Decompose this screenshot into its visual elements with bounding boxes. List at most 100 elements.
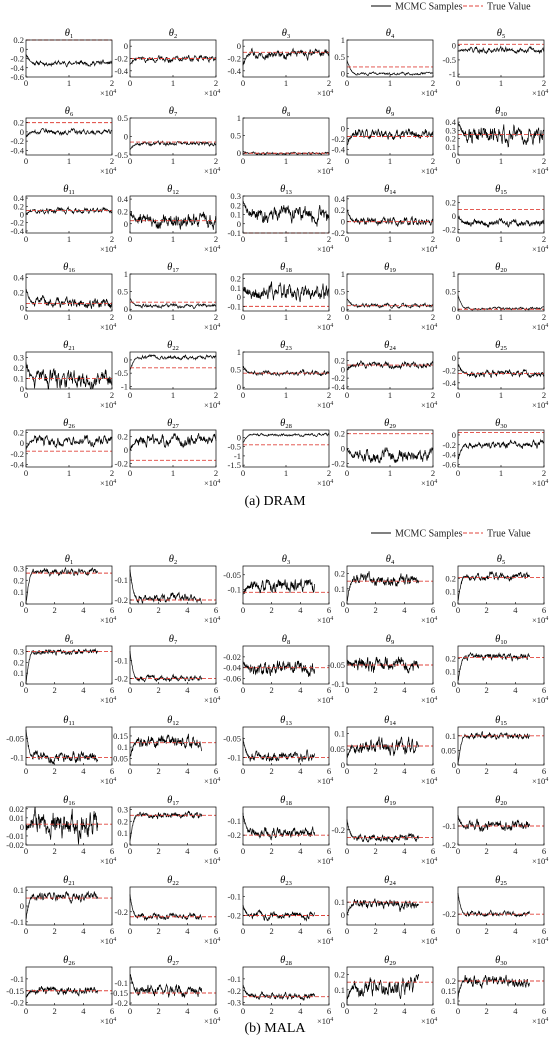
- y-tick-label: -0.1: [11, 974, 24, 984]
- x-tick-label: 2: [53, 685, 57, 695]
- subplot-mala-19: θ19-0.20 2 4 6×104: [332, 795, 438, 866]
- y-tick-label: 0: [341, 910, 345, 920]
- y-tick-label: 1: [341, 35, 345, 45]
- x-multiplier: ×104: [317, 856, 333, 866]
- y-tick-label: 0.2: [117, 432, 128, 442]
- subplot-dram-2: θ2-0.4-0.200 1 2×104: [115, 28, 221, 98]
- x-tick-label: 2: [157, 605, 161, 615]
- x-tick-label: 0: [241, 468, 245, 478]
- y-tick-label: 0.2: [334, 356, 345, 366]
- x-multiplier-exponent: 4: [330, 323, 333, 329]
- x-tick-label: 6: [542, 846, 546, 856]
- y-tick-label: -1: [234, 451, 241, 461]
- y-tick-label: -0.3: [228, 998, 241, 1008]
- subplot-mala-18: θ18-0.2-0.10 2 4 6×104: [228, 795, 334, 866]
- mcmc-trace: [346, 209, 434, 227]
- x-tick-label: 1: [67, 78, 71, 88]
- subplot-title-index: 19: [389, 267, 396, 274]
- caption-a-name: DRAM: [263, 494, 306, 509]
- x-multiplier: ×104: [204, 322, 220, 332]
- x-tick-label: 0: [456, 234, 460, 244]
- subplot-title-index: 7: [174, 111, 178, 118]
- x-tick-label: 2: [157, 846, 161, 856]
- subplot-title: θ4: [386, 554, 395, 566]
- x-multiplier: ×104: [421, 936, 437, 946]
- x-tick-label: 2: [485, 1006, 489, 1016]
- x-tick-label: 0: [24, 605, 28, 615]
- axes-box: [129, 429, 217, 468]
- x-tick-label: 1: [171, 78, 175, 88]
- mcmc-trace: [25, 566, 99, 604]
- y-tick-label: 0.1: [230, 283, 241, 293]
- y-tick-label: 1: [124, 269, 128, 279]
- x-tick-label: 0: [241, 685, 245, 695]
- caption-a-letter: (a): [244, 494, 261, 509]
- subplot-title: θ15: [495, 715, 507, 727]
- x-tick-label: 1: [388, 234, 392, 244]
- y-tick-label: -0.2: [443, 840, 456, 850]
- y-tick-label: 0.1: [13, 587, 24, 597]
- mcmc-trace: [457, 216, 545, 229]
- x-tick-label: 0: [345, 156, 349, 166]
- y-tick-label: 0: [124, 445, 128, 455]
- subplot-title: θ5: [497, 554, 505, 566]
- subplot-title-index: 25: [500, 345, 507, 352]
- axes-box: [346, 726, 434, 766]
- y-tick-label: -0.04: [223, 663, 241, 673]
- x-tick-label: 0: [128, 1006, 132, 1016]
- mcmc-trace: [129, 54, 217, 66]
- x-tick-label: 2: [327, 312, 331, 322]
- subplot-title-index: 26: [68, 960, 75, 967]
- axes-box: [457, 645, 545, 685]
- y-tick-label: 0: [452, 599, 456, 609]
- axes-box: [242, 966, 330, 1006]
- y-tick-label: -0.4: [115, 66, 129, 76]
- axes-box: [346, 806, 434, 846]
- x-multiplier: ×104: [204, 615, 220, 625]
- x-tick-label: 0: [128, 605, 132, 615]
- x-multiplier: ×104: [421, 322, 437, 332]
- x-tick-label: 6: [327, 766, 331, 776]
- x-tick-label: 2: [374, 926, 378, 936]
- mcmc-trace: [25, 205, 113, 215]
- x-multiplier-exponent: 4: [217, 167, 220, 173]
- x-multiplier-exponent: 4: [545, 616, 548, 622]
- y-tick-label: -0.15: [6, 986, 24, 996]
- x-tick-label: 2: [110, 234, 114, 244]
- x-tick-label: 0: [128, 312, 132, 322]
- y-tick-label: 0: [237, 292, 241, 302]
- x-tick-label: 4: [402, 605, 407, 615]
- y-tick-label: 0.1: [13, 373, 24, 383]
- x-multiplier: ×104: [100, 322, 116, 332]
- mcmc-trace: [129, 973, 203, 999]
- subplot-title-index: 2: [174, 33, 177, 40]
- x-multiplier-exponent: 4: [545, 401, 548, 407]
- mcmc-trace: [347, 736, 420, 758]
- axes-box: [346, 429, 434, 468]
- y-tick-label: 0.01: [9, 813, 24, 823]
- y-tick-label: -0.4: [228, 66, 242, 76]
- x-multiplier-exponent: 4: [434, 89, 437, 95]
- axes-box: [242, 117, 330, 156]
- y-tick-label: -0.4: [332, 145, 346, 155]
- subplot-title-index: 14: [389, 189, 396, 196]
- y-tick-label: -0.2: [228, 911, 241, 921]
- y-tick-label: 0: [124, 840, 128, 850]
- mcmc-trace: [242, 281, 330, 303]
- x-multiplier: ×104: [317, 776, 333, 786]
- subplot-dram-27: θ27-0.200.20 1 2×104: [115, 418, 221, 488]
- x-tick-label: 6: [110, 926, 114, 936]
- mcmc-trace: [129, 211, 217, 231]
- x-tick-label: 0: [241, 605, 245, 615]
- x-tick-label: 1: [499, 234, 503, 244]
- subplot-title: θ1: [65, 554, 73, 566]
- x-multiplier: ×104: [204, 695, 220, 705]
- x-tick-label: 0: [456, 78, 460, 88]
- x-tick-label: 0: [345, 766, 349, 776]
- subplot-title-index: 21: [68, 345, 75, 352]
- y-tick-label: -0.05: [223, 570, 241, 580]
- x-tick-label: 1: [171, 468, 175, 478]
- x-multiplier: ×104: [100, 244, 116, 254]
